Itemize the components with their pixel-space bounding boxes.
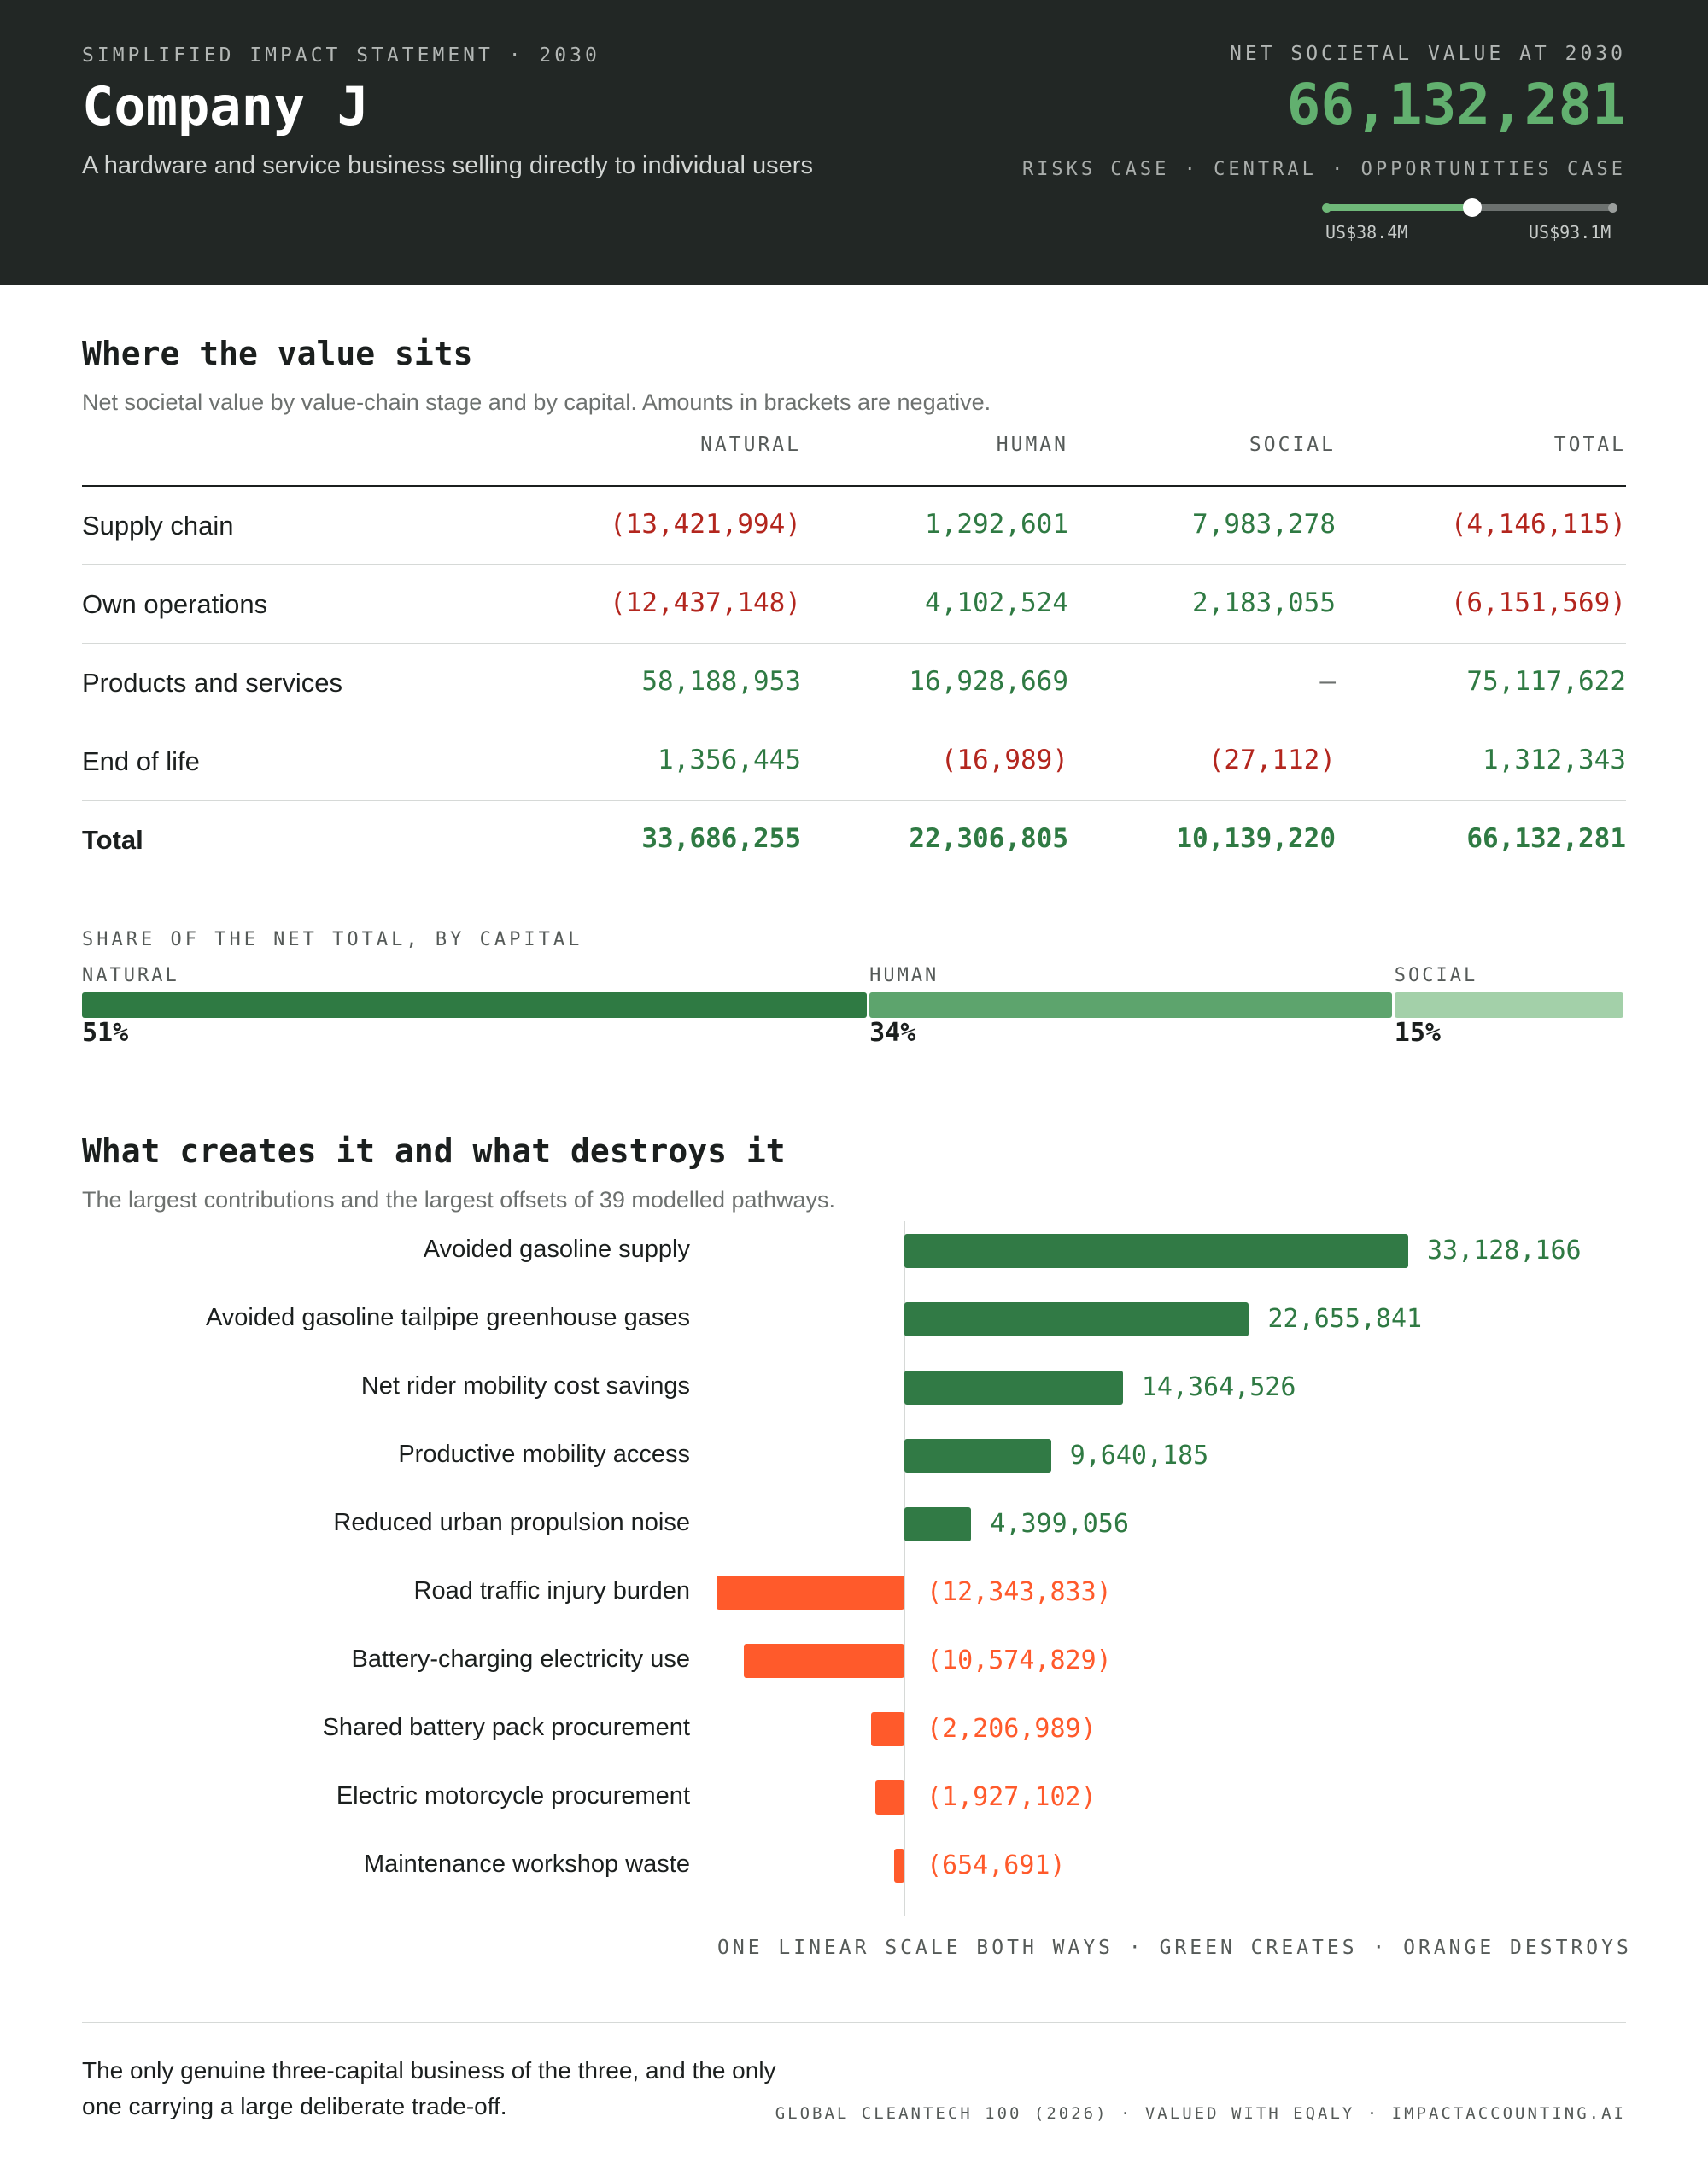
pathways-section-subtitle: The largest contributions and the larges… xyxy=(82,1187,836,1213)
row-label: Products and services xyxy=(82,668,342,698)
share-title: SHARE OF THE NET TOTAL, BY CAPITAL xyxy=(82,929,583,950)
pathway-bar-positive xyxy=(904,1371,1123,1405)
pathway-bar-negative xyxy=(870,1712,904,1746)
cell-natural: (13,421,994) xyxy=(610,509,801,540)
column-header-total: TOTAL xyxy=(1553,434,1626,456)
share-segment-percent: 34% xyxy=(869,1018,916,1048)
pathway-value-label: 4,399,056 xyxy=(990,1509,1129,1539)
company-description: A hardware and service business selling … xyxy=(82,152,813,179)
pathway-value-label: 33,128,166 xyxy=(1427,1236,1582,1266)
pathway-label: Productive mobility access xyxy=(398,1441,690,1468)
share-segment-percent: 51% xyxy=(82,1018,129,1048)
range-fill xyxy=(1326,204,1472,211)
table-header-rule xyxy=(82,485,1626,487)
scale-note: ONE LINEAR SCALE BOTH WAYS · GREEN CREAT… xyxy=(717,1937,1632,1959)
pathways-section-title: What creates it and what destroys it xyxy=(82,1132,786,1170)
cell-total: 66,132,281 xyxy=(1466,823,1626,854)
share-segment-label: NATURAL xyxy=(82,965,179,986)
pathway-label: Net rider mobility cost savings xyxy=(360,1372,690,1400)
header-band: SIMPLIFIED IMPACT STATEMENT · 2030 Compa… xyxy=(0,0,1708,285)
cell-social: – xyxy=(1319,666,1336,697)
pathway-bar-negative xyxy=(894,1849,904,1883)
range-central-knob xyxy=(1463,198,1482,217)
range-low-dot xyxy=(1322,203,1331,213)
row-label: Supply chain xyxy=(82,511,234,541)
pathway-bar-positive xyxy=(904,1439,1051,1473)
cell-natural: 33,686,255 xyxy=(641,823,801,854)
table-row: End of life 1,356,445 (16,989) (27,112) … xyxy=(82,722,1626,801)
range-high-dot xyxy=(1608,203,1617,213)
pathway-bar-negative xyxy=(874,1780,904,1815)
pathway-value-label: (10,574,829) xyxy=(927,1646,1112,1675)
footer-note: The only genuine three-capital business … xyxy=(82,2057,776,2119)
cell-natural: (12,437,148) xyxy=(610,588,801,618)
pathway-bar-positive xyxy=(904,1234,1408,1268)
cell-total: (4,146,115) xyxy=(1450,509,1626,540)
table-row: Supply chain (13,421,994) 1,292,601 7,98… xyxy=(82,487,1626,565)
cell-total: (6,151,569) xyxy=(1450,588,1626,618)
pathway-value-label: 9,640,185 xyxy=(1069,1441,1209,1470)
table-row-total: Total 33,686,255 22,306,805 10,139,220 6… xyxy=(82,801,1626,880)
scenario-range xyxy=(1322,195,1621,220)
footer-credit: GLOBAL CLEANTECH 100 (2026) · VALUED WIT… xyxy=(775,2104,1626,2123)
pathway-bar-negative xyxy=(743,1644,904,1678)
cell-human: (16,989) xyxy=(940,745,1068,775)
pathway-label: Battery-charging electricity use xyxy=(351,1646,691,1673)
table-row: Products and services 58,188,953 16,928,… xyxy=(82,644,1626,722)
footer-rule xyxy=(82,2022,1626,2023)
range-low-label: US$38.4M xyxy=(1325,222,1408,243)
cell-social: 10,139,220 xyxy=(1176,823,1336,854)
column-header-natural: NATURAL xyxy=(700,434,801,456)
cell-total: 75,117,622 xyxy=(1466,666,1626,697)
row-label: End of life xyxy=(82,746,200,776)
share-segment-bar xyxy=(869,992,1392,1018)
pathway-label: Avoided gasoline supply xyxy=(423,1236,690,1263)
nsv-value: 66,132,281 xyxy=(1286,72,1626,137)
cell-natural: 1,356,445 xyxy=(658,745,801,775)
pathway-label: Maintenance workshop waste xyxy=(363,1850,690,1878)
column-header-human: HUMAN xyxy=(996,434,1068,456)
pathway-value-label: (12,343,833) xyxy=(927,1577,1112,1607)
cell-natural: 58,188,953 xyxy=(641,666,801,697)
pathway-value-label: 22,655,841 xyxy=(1267,1304,1423,1334)
row-label: Own operations xyxy=(82,589,268,619)
pathway-value-label: 14,364,526 xyxy=(1141,1372,1296,1402)
cell-human: 22,306,805 xyxy=(909,823,1068,854)
share-segment-bar xyxy=(82,992,868,1018)
table-section-subtitle: Net societal value by value-chain stage … xyxy=(82,389,991,415)
pathway-bar-positive xyxy=(904,1507,972,1541)
cell-social: 7,983,278 xyxy=(1192,509,1336,540)
pathway-label: Electric motorcycle procurement xyxy=(336,1782,690,1809)
table-row: Own operations (12,437,148) 4,102,524 2,… xyxy=(82,565,1626,644)
zero-axis xyxy=(904,1221,905,1916)
row-label: Total xyxy=(82,825,143,855)
pathway-bar-positive xyxy=(904,1302,1249,1336)
pathway-value-label: (654,691) xyxy=(927,1850,1066,1880)
pathway-bar-negative xyxy=(717,1576,904,1610)
cell-social: 2,183,055 xyxy=(1192,588,1336,618)
pathway-label: Road traffic injury burden xyxy=(413,1577,690,1605)
statement-kicker: SIMPLIFIED IMPACT STATEMENT · 2030 xyxy=(82,44,600,67)
share-segment-label: HUMAN xyxy=(869,965,939,986)
share-segment-bar xyxy=(1394,992,1623,1018)
column-header-social: SOCIAL xyxy=(1249,434,1336,456)
table-section-title: Where the value sits xyxy=(82,335,473,372)
nsv-label: NET SOCIETAL VALUE AT 2030 xyxy=(1229,43,1626,65)
pathway-label: Reduced urban propulsion noise xyxy=(333,1509,690,1536)
cell-human: 1,292,601 xyxy=(925,509,1068,540)
company-name: Company J xyxy=(82,75,369,137)
case-labels: RISKS CASE · CENTRAL · OPPORTUNITIES CAS… xyxy=(1021,159,1626,180)
range-high-label: US$93.1M xyxy=(1529,222,1611,243)
pathway-value-label: (2,206,989) xyxy=(927,1714,1097,1744)
pathway-label: Shared battery pack procurement xyxy=(322,1714,690,1741)
cell-human: 16,928,669 xyxy=(909,666,1068,697)
share-segment-label: SOCIAL xyxy=(1394,965,1478,986)
pathway-label: Avoided gasoline tailpipe greenhouse gas… xyxy=(205,1304,690,1331)
cell-total: 1,312,343 xyxy=(1483,745,1626,775)
cell-social: (27,112) xyxy=(1208,745,1336,775)
share-segment-percent: 15% xyxy=(1394,1018,1441,1048)
pathways-chart: Avoided gasoline supply 33,128,166 Avoided… xyxy=(0,1221,1708,1930)
pathway-value-label: (1,927,102) xyxy=(927,1782,1097,1812)
cell-human: 4,102,524 xyxy=(925,588,1068,618)
